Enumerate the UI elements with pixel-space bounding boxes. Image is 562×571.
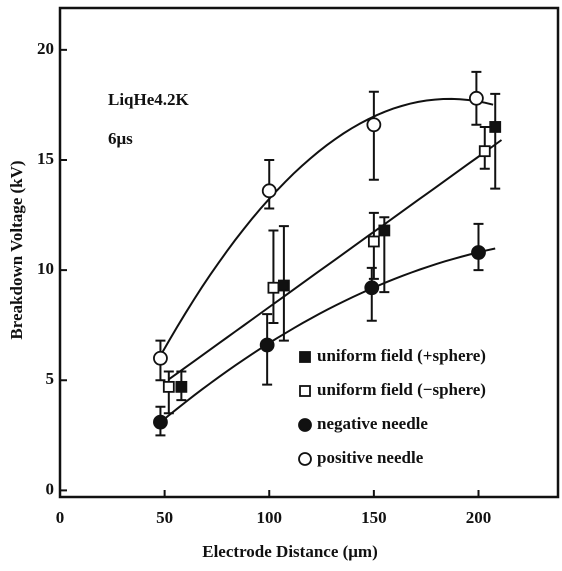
marker (267, 281, 280, 294)
marker (175, 380, 188, 393)
annotation: 6μs (108, 129, 133, 148)
error-bar (368, 90, 379, 181)
marker (489, 121, 502, 133)
marker (298, 452, 312, 466)
marker (162, 380, 175, 393)
x-tick-label: 200 (466, 508, 492, 527)
y-tick-label: 0 (46, 479, 55, 498)
marker (261, 183, 277, 199)
annotation: LiqHe4.2K (108, 90, 190, 109)
marker (366, 117, 382, 133)
marker (299, 351, 311, 363)
legend-label: positive needle (317, 448, 424, 467)
marker (153, 414, 168, 430)
marker (478, 145, 491, 158)
fit-curve (159, 97, 494, 357)
marker (364, 280, 380, 296)
legend-label: uniform field (+sphere) (317, 346, 486, 365)
x-tick-label: 100 (256, 508, 282, 527)
marker (471, 245, 486, 260)
legend-label: uniform field (−sphere) (317, 380, 486, 399)
y-tick-label: 20 (37, 39, 54, 58)
error-bar (490, 92, 501, 190)
y-tick-label: 5 (46, 369, 55, 388)
x-tick-label: 150 (361, 508, 387, 527)
x-axis-label: Electrode Distance (μm) (202, 542, 378, 561)
marker (367, 235, 380, 248)
marker (153, 350, 168, 366)
legend-label: negative needle (317, 414, 428, 433)
plot-frame (58, 6, 560, 499)
y-tick-label: 15 (37, 149, 54, 168)
fit-curve (159, 247, 496, 424)
x-tick-label: 0 (56, 508, 65, 527)
marker (299, 385, 311, 397)
y-axis-label: Breakdown Voltage (kV) (7, 160, 26, 339)
y-tick-label: 10 (37, 259, 54, 278)
marker (259, 337, 275, 353)
error-bar (268, 229, 279, 324)
marker (298, 418, 312, 432)
marker (468, 90, 484, 106)
fit-curve (168, 139, 503, 381)
marker (277, 279, 290, 292)
x-tick-label: 50 (156, 508, 173, 527)
